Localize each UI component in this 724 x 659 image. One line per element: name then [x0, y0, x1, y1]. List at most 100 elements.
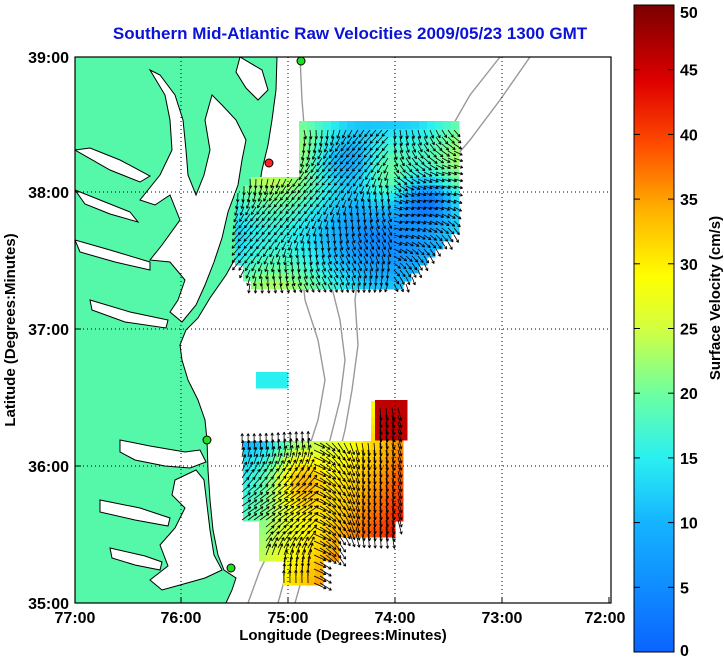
- velocity-arrow: [301, 474, 312, 486]
- velocity-arrow: [259, 512, 270, 521]
- velocity-arrow: [319, 136, 323, 147]
- velocity-arrow: [343, 442, 350, 455]
- velocity-arrow: [355, 456, 361, 470]
- velocity-arrow: [319, 442, 331, 450]
- velocity-arrow: [259, 484, 269, 493]
- velocity-arrow: [283, 255, 287, 266]
- velocity-arrow: [399, 150, 404, 160]
- velocity-cell: [323, 481, 332, 490]
- velocity-arrow: [237, 248, 245, 256]
- velocity-cell: [411, 169, 420, 178]
- velocity-arrow: [337, 213, 341, 223]
- velocity-cell: [291, 281, 300, 290]
- velocity-arrow: [417, 178, 427, 184]
- velocity-arrow: [238, 220, 245, 229]
- velocity-arrow: [429, 185, 439, 190]
- velocity-arrow: [279, 220, 287, 229]
- velocity-cell: [355, 497, 364, 506]
- velocity-arrow: [246, 276, 251, 287]
- velocity-arrow: [328, 150, 335, 159]
- velocity-arrow: [247, 469, 255, 479]
- velocity-arrow: [325, 526, 337, 536]
- velocity-arrow: [429, 157, 438, 164]
- velocity-cell: [267, 233, 276, 242]
- velocity-arrow: [349, 484, 356, 498]
- velocity-arrow: [289, 512, 301, 521]
- velocity-arrow: [271, 512, 282, 521]
- velocity-cell: [243, 257, 252, 266]
- velocity-cell: [283, 457, 292, 466]
- velocity-arrow: [348, 199, 353, 209]
- y-tick-label: 39:00: [28, 50, 69, 67]
- velocity-cell: [323, 505, 332, 514]
- velocity-arrow: [381, 136, 389, 144]
- velocity-cell: [299, 449, 308, 458]
- velocity-arrow: [303, 178, 311, 187]
- velocity-arrow: [313, 554, 327, 561]
- velocity-arrow: [358, 136, 365, 145]
- velocity-arrow: [411, 129, 415, 139]
- velocity-cell: [307, 145, 316, 154]
- velocity-cell: [347, 233, 356, 242]
- velocity-cell: [419, 217, 428, 226]
- velocity-arrow: [373, 283, 377, 293]
- velocity-cell: [323, 217, 332, 226]
- velocity-cell: [347, 497, 356, 506]
- velocity-cell: [339, 249, 348, 258]
- velocity-arrow: [328, 192, 335, 201]
- velocity-arrow: [295, 536, 303, 549]
- velocity-cell: [267, 281, 276, 290]
- velocity-arrow: [261, 206, 269, 215]
- velocity-cell: [235, 241, 244, 250]
- y-tick-label: 36:00: [28, 459, 69, 476]
- velocity-arrow: [346, 143, 353, 152]
- velocity-arrow: [283, 512, 295, 521]
- velocity-arrow: [387, 248, 392, 258]
- velocity-cell: [307, 505, 316, 514]
- velocity-arrow: [423, 185, 433, 190]
- velocity-cell: [283, 545, 292, 554]
- velocity-cell: [259, 257, 268, 266]
- velocity-cell: [259, 489, 268, 498]
- velocity-arrow: [375, 213, 380, 223]
- velocity-arrow: [283, 438, 287, 451]
- velocity-arrow: [349, 498, 356, 512]
- velocity-arrow: [441, 241, 448, 250]
- velocity-arrow: [253, 476, 262, 486]
- velocity-cell: [419, 129, 428, 138]
- velocity-cell: [411, 209, 420, 218]
- velocity-cell: [275, 201, 284, 210]
- velocity-arrow: [295, 530, 304, 542]
- velocity-cell: [307, 161, 316, 170]
- velocity-cell: [379, 473, 388, 482]
- velocity-cell: [395, 121, 404, 130]
- velocity-arrow: [351, 143, 359, 151]
- velocity-arrow: [345, 150, 353, 158]
- velocity-arrow: [301, 549, 307, 563]
- velocity-cell: [387, 529, 396, 538]
- velocity-cell: [331, 225, 340, 234]
- velocity-arrow: [258, 269, 263, 280]
- velocity-cell: [443, 233, 452, 242]
- velocity-arrow: [289, 452, 295, 465]
- velocity-cell: [363, 185, 372, 194]
- velocity-arrow: [435, 227, 444, 234]
- velocity-arrow: [375, 143, 383, 151]
- velocity-arrow: [349, 470, 356, 484]
- velocity-arrow: [453, 164, 464, 169]
- velocity-arrow: [369, 269, 373, 279]
- velocity-cell: [347, 281, 356, 290]
- velocity-arrow: [330, 129, 335, 139]
- velocity-cell: [315, 233, 324, 242]
- velocity-cell: [291, 521, 300, 530]
- colorbar-tick-label: 40: [680, 127, 698, 144]
- velocity-arrow: [288, 431, 292, 444]
- velocity-cell: [371, 137, 380, 146]
- velocity-arrow: [277, 452, 283, 465]
- velocity-arrow: [316, 199, 323, 208]
- velocity-arrow: [411, 227, 421, 232]
- velocity-cell: [251, 241, 260, 250]
- velocity-arrow: [240, 199, 245, 209]
- velocity-cell: [387, 153, 396, 162]
- velocity-arrow: [315, 283, 321, 293]
